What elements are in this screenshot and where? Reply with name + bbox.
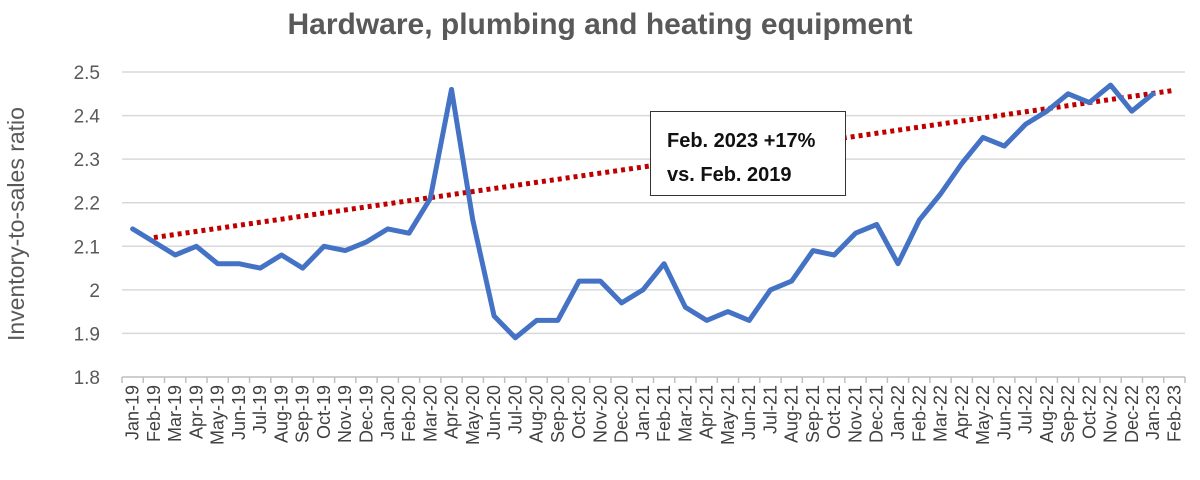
x-tick-label: Jan-20 <box>378 385 398 440</box>
y-tick-label: 2 <box>89 281 100 302</box>
x-tick-label: Mar-21 <box>675 385 695 442</box>
y-tick-label: 2.4 <box>74 107 101 128</box>
x-tick-label: Apr-20 <box>442 385 462 439</box>
x-tick-label: Jan-23 <box>1143 385 1163 440</box>
x-tick-label: Dec-20 <box>612 385 632 443</box>
x-tick-label: Sep-21 <box>803 385 823 443</box>
x-tick-label: Sep-19 <box>293 385 313 443</box>
x-tick-label: Jan-19 <box>123 385 143 440</box>
y-tick-label: 1.9 <box>74 324 100 345</box>
y-tick-label: 2.5 <box>74 63 100 84</box>
annotation-line-2: vs. Feb. 2019 <box>667 164 792 186</box>
x-tick-label: Feb-19 <box>144 385 164 442</box>
y-axis-label: Inventory-to-sales ratio <box>3 107 29 341</box>
annotation-box: Feb. 2023 +17% vs. Feb. 2019 <box>650 111 846 196</box>
x-tick-label: Jun-21 <box>739 385 759 440</box>
x-tick-label: Mar-20 <box>420 385 440 442</box>
annotation-line-1: Feb. 2023 +17% <box>667 130 816 152</box>
x-tick-label: Nov-20 <box>590 385 610 443</box>
x-tick-label: Dec-19 <box>356 385 376 443</box>
x-tick-label: May-20 <box>463 385 483 445</box>
x-tick-label: Nov-22 <box>1101 385 1121 443</box>
x-tick-label: Apr-21 <box>697 385 717 439</box>
x-tick-label: Jun-22 <box>994 385 1014 440</box>
y-tick-labels: 1.8 1.9 2 2.1 2.2 2.3 2.4 2.5 <box>74 63 101 389</box>
x-tick-label: Aug-20 <box>527 385 547 443</box>
x-tick-label: Feb-20 <box>399 385 419 442</box>
x-tick-label: May-19 <box>208 385 228 445</box>
x-tick-label: Oct-19 <box>314 385 334 439</box>
x-tick-label: Aug-22 <box>1037 385 1057 443</box>
x-tick-label: Dec-22 <box>1122 385 1142 443</box>
x-tick-label: Mar-22 <box>931 385 951 442</box>
x-tick-label: Oct-20 <box>569 385 589 439</box>
x-tick-label: Jun-20 <box>484 385 504 440</box>
x-tick-label: Jul-21 <box>760 385 780 434</box>
x-tick-label: Feb-21 <box>654 385 674 442</box>
x-tick-label: Jul-22 <box>1016 385 1036 434</box>
x-tick-label: Sep-22 <box>1058 385 1078 443</box>
series-line <box>130 82 1156 341</box>
x-tick-label: Nov-21 <box>845 385 865 443</box>
x-tick-label: Aug-21 <box>782 385 802 443</box>
x-tick-label: Feb-22 <box>909 385 929 442</box>
x-tick-label: Dec-21 <box>867 385 887 443</box>
y-tick-label: 2.2 <box>74 194 100 215</box>
y-tick-label: 2.3 <box>74 150 100 171</box>
x-tick-label: Jul-20 <box>505 385 525 434</box>
x-tick-label: Oct-22 <box>1079 385 1099 439</box>
x-tick-label: Feb-23 <box>1164 385 1184 442</box>
x-tick-label: Sep-20 <box>548 385 568 443</box>
x-tick-label: Apr-22 <box>952 385 972 439</box>
x-tick-label: Jul-19 <box>250 385 270 434</box>
x-tick-label: Aug-19 <box>271 385 291 443</box>
x-tick-label: Apr-19 <box>186 385 206 439</box>
y-tick-label: 2.1 <box>74 237 100 258</box>
x-tick-label: Mar-19 <box>165 385 185 442</box>
x-tick-label: May-21 <box>718 385 738 445</box>
x-tick-label: May-22 <box>973 385 993 445</box>
y-tick-label: 1.8 <box>74 368 100 389</box>
x-tick-label: Jan-22 <box>888 385 908 440</box>
x-tick-label: Jun-19 <box>229 385 249 440</box>
chart-title: Hardware, plumbing and heating equipment <box>287 8 913 41</box>
x-tick-label: Jan-21 <box>633 385 653 440</box>
x-tick-labels: Jan-19 Feb-19 Mar-19 Apr-19 May-19 Jun-19 Jul-… <box>121 377 1186 445</box>
x-tick-label: Oct-21 <box>824 385 844 439</box>
x-tick-label: Nov-19 <box>335 385 355 443</box>
